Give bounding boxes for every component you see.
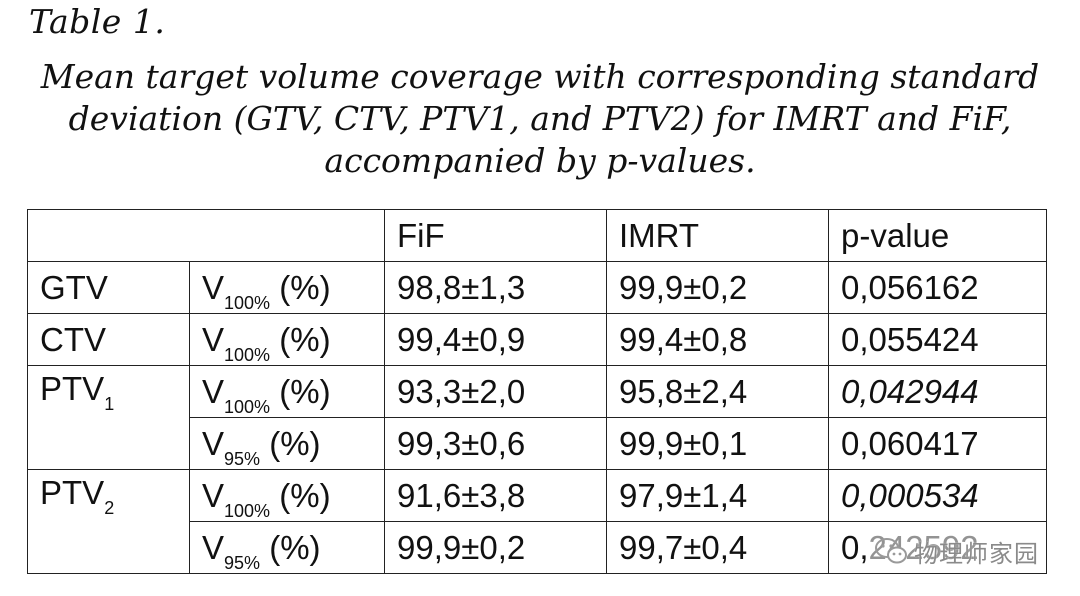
imrt-value: 99,4±0,8: [606, 313, 829, 366]
metric-cell: V100% (%): [189, 261, 385, 314]
imrt-value: 99,9±0,1: [606, 417, 829, 470]
p-value: 0,042944: [828, 365, 1047, 418]
group-label: CTV: [40, 320, 106, 358]
caption-line-3: accompanied by p-values.: [324, 141, 756, 180]
group-label: GTV: [40, 268, 108, 306]
group-gtv: GTV: [27, 261, 190, 314]
fif-value: 99,4±0,9: [384, 313, 607, 366]
watermark: 物理师家园: [870, 533, 1043, 569]
caption-line-1: Mean target volume coverage with corresp…: [40, 57, 1040, 96]
p-value: 0,060417: [828, 417, 1047, 470]
table-caption: Mean target volume coverage with corresp…: [0, 56, 1080, 182]
fif-value: 99,3±0,6: [384, 417, 607, 470]
metric-cell: V95% (%): [189, 521, 385, 574]
group-ptv1: PTV1: [27, 365, 190, 470]
table-label: Table 1.: [29, 2, 166, 41]
imrt-value: 97,9±1,4: [606, 469, 829, 522]
group-label: PTV: [40, 370, 105, 407]
table-row: PTV2 V100% (%) 91,6±3,8 97,9±1,4 0,00053…: [27, 469, 1047, 574]
caption-line-2: deviation (GTV, CTV, PTV1, and PTV2) for…: [68, 99, 1012, 138]
watermark-text: 物理师家园: [914, 539, 1039, 568]
group-ptv2: PTV2: [27, 469, 190, 574]
group-ctv: CTV: [27, 313, 190, 366]
imrt-value: 99,9±0,2: [606, 261, 829, 314]
coverage-table: FiF IMRT p-value GTV V100% (%) 98,8±1,3 …: [27, 209, 1047, 574]
table-row: V95% (%) 99,3±0,6 99,9±0,1 0,060417: [28, 417, 1047, 470]
header-empty-cell: [27, 209, 385, 262]
fif-value: 91,6±3,8: [384, 469, 607, 522]
wechat-icon: [875, 538, 907, 564]
p-value: 0,056162: [828, 261, 1047, 314]
header-row: FiF IMRT p-value: [27, 209, 1047, 262]
p-value: 0,000534: [828, 469, 1047, 522]
table-row: CTV V100% (%) 99,4±0,9 99,4±0,8 0,055424: [27, 313, 1047, 366]
table-row: GTV V100% (%) 98,8±1,3 99,9±0,2 0,056162: [27, 261, 1047, 314]
fif-value: 93,3±2,0: [384, 365, 607, 418]
p-value: 0,055424: [828, 313, 1047, 366]
metric-cell: V100% (%): [189, 313, 385, 366]
imrt-value: 99,7±0,4: [606, 521, 829, 574]
fif-value: 98,8±1,3: [384, 261, 607, 314]
metric-cell: V95% (%): [189, 417, 385, 470]
table-row: PTV1 V100% (%) 93,3±2,0 95,8±2,4 0,04294…: [27, 365, 1047, 470]
fif-value: 99,9±0,2: [384, 521, 607, 574]
metric-cell: V100% (%): [189, 469, 385, 522]
header-fif: FiF: [384, 209, 607, 262]
header-imrt: IMRT: [606, 209, 829, 262]
imrt-value: 95,8±2,4: [606, 365, 829, 418]
metric-cell: V100% (%): [189, 365, 385, 418]
header-p-value: p-value: [828, 209, 1047, 262]
group-label: PTV: [40, 474, 105, 511]
